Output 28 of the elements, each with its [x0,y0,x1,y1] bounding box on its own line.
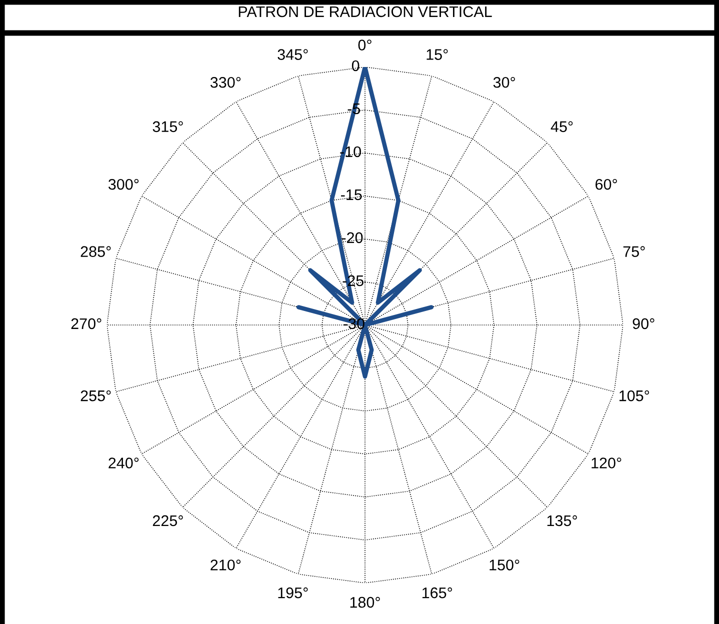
spoke-label: 180° [350,596,380,608]
spoke-label: 60° [596,178,617,190]
y-tick-label: -20 [342,232,363,244]
spoke-label: 195° [278,587,308,598]
spoke-label: 120° [592,458,622,468]
spoke-label: 225° [152,515,183,526]
y-tick-label: -15 [341,189,362,200]
spoke-label: 345° [278,49,308,60]
spoke-label: 165° [422,587,452,598]
spoke-label: 105° [620,390,650,402]
spoke-label: 330° [210,76,241,88]
spoke-label: 240° [108,458,139,468]
spoke-label: 210° [210,560,241,570]
spoke-label: 300° [108,178,139,190]
spoke-label: 75° [623,246,645,257]
spoke-label: 285° [80,246,111,257]
spoke-label: 45° [550,121,573,132]
spoke-label: 255° [80,390,111,402]
spoke-label: 270° [71,318,102,330]
spoke-label: 150° [490,560,520,570]
spoke-label: 15° [426,49,448,60]
chart-title: PATRON DE RADIACION VERTICAL [238,6,492,18]
spoke-label: 90° [632,318,654,330]
spoke-label: 30° [493,76,515,88]
spoke-label: 315° [152,121,183,132]
spoke-label: 0° [358,40,372,50]
y-tick-label: 0 [352,60,360,72]
spoke-label: 135° [547,515,577,526]
